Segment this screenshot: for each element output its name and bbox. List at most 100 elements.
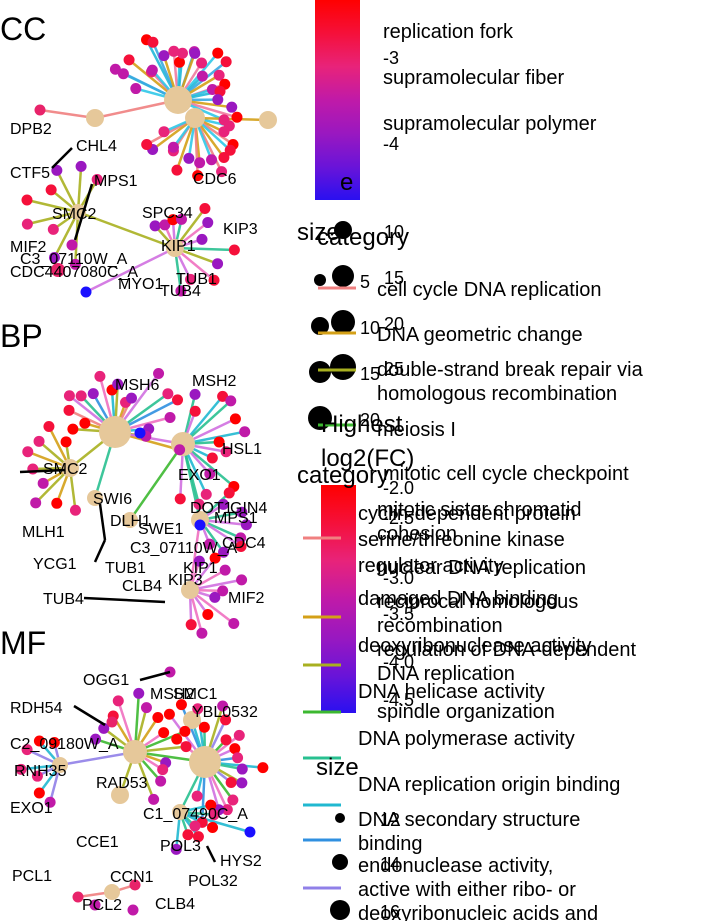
cc-gene-node	[146, 64, 158, 76]
bp-color-tick: -3.0	[383, 568, 414, 588]
gene-label: KIP1	[183, 560, 218, 577]
mf-gene-node	[170, 843, 182, 855]
mf-gene-node	[191, 790, 203, 802]
cc-category-node	[259, 111, 277, 129]
bp-gene-node	[51, 497, 63, 509]
bp-gene-node	[63, 390, 75, 402]
gene-label: C3_07110W_A	[20, 251, 128, 268]
bp-category-node	[61, 459, 79, 477]
bp-gene-node	[220, 446, 232, 458]
cc-gene-node	[192, 170, 204, 182]
mf-category-label: cyclin-dependent protein	[358, 503, 576, 525]
bp-color-tick: -2.5	[383, 508, 414, 528]
bp-gene-node	[213, 436, 225, 448]
mf-gene-node	[189, 820, 201, 832]
bp-color-tick: -2.0	[383, 478, 414, 498]
mf-category-label: regulator activity	[358, 555, 504, 577]
mf-category-label: DNA secondary structure	[358, 809, 580, 831]
gene-label: CHL4	[76, 138, 117, 155]
bp-category-label: cohesion	[377, 523, 457, 545]
mf-category-node	[123, 740, 147, 764]
cc-gene-node	[206, 154, 218, 166]
bp-gene-node	[63, 404, 75, 416]
cc-gene-node	[218, 126, 230, 138]
cc-gene-node	[130, 83, 142, 95]
bp-gene-node	[134, 427, 146, 439]
mf-gene-node	[15, 763, 27, 775]
cc-gene-node	[158, 126, 170, 138]
bp-color-tick: -4.0	[383, 652, 414, 672]
bp-gene-node	[69, 504, 81, 516]
bp-gene-node	[236, 506, 248, 518]
mf-category-label: DNA replication origin binding	[358, 774, 620, 796]
gene-label: RAD53	[96, 775, 148, 792]
gene-label: CCN1	[110, 869, 154, 886]
bp-gene-node	[196, 627, 208, 639]
bp-category-title: category	[297, 462, 389, 489]
bp-edge	[188, 519, 202, 591]
size-legend-value: 25	[384, 359, 404, 379]
bp-category-label: mitotic cell cycle checkpoint	[383, 463, 629, 485]
cc-gene-node	[176, 47, 188, 59]
mf-category-label: DNA polymerase activity	[358, 728, 575, 750]
cc-gene-node	[47, 223, 59, 235]
mf-gene-node	[198, 721, 210, 733]
panel-title-bp: BP	[0, 318, 43, 354]
cc-gene-node	[149, 220, 161, 232]
cc-color-tick: -4	[383, 134, 399, 154]
mf-edge	[179, 810, 251, 834]
bp-category-label: mitotic sister chromatid	[377, 499, 582, 521]
cc-category-node	[166, 239, 184, 257]
gene-label: DPB2	[10, 121, 52, 138]
mf-gene-node	[221, 804, 233, 816]
gene-label: EXO1	[178, 467, 221, 484]
gene-label: TUB1	[176, 271, 217, 288]
bp-category-node	[99, 416, 131, 448]
cc-gene-node	[48, 252, 60, 264]
network-nodes	[15, 34, 277, 916]
gene-label: SWI6	[93, 491, 132, 508]
mf-gene-node	[192, 703, 204, 715]
mf-gene-node	[33, 787, 45, 799]
cc-gene-node	[224, 144, 236, 156]
mf-gene-node	[179, 725, 191, 737]
cc-edge	[94, 98, 179, 120]
gene-labels: DPB2 CHL4 CTF5 MPS1 CDC6 SMC2 SPC34 KIP3 MIF2 KIP…	[10, 121, 267, 914]
mf-size-dot	[330, 900, 350, 920]
mf-gene-node	[155, 775, 167, 787]
mf-gene-node	[180, 741, 192, 753]
cc-gene-node	[34, 104, 46, 116]
cc-gene-node	[91, 173, 103, 185]
bp-gene-node	[204, 468, 216, 480]
gene-label: C1_07490C_A	[143, 806, 248, 823]
bp-gene-node	[75, 390, 87, 402]
gene-label: SWE1	[138, 521, 183, 538]
gene-label: CLB4	[122, 578, 162, 595]
bp-gene-node	[33, 435, 45, 447]
size-legend-dot	[314, 274, 326, 286]
cc-gene-node	[189, 47, 201, 59]
bp-gene-node	[79, 417, 91, 429]
gene-label: TUB1	[105, 560, 146, 577]
bp-gene-node	[27, 463, 39, 475]
bp-category-label: reciprocal homologous	[377, 591, 578, 613]
size-legend-value: 10	[384, 222, 404, 242]
mf-gene-node	[182, 829, 194, 841]
panel-title-mf: MF	[0, 625, 46, 661]
mf-gene-node	[163, 708, 175, 720]
mf-gene-node	[90, 733, 102, 745]
cc-category-label: replication fork	[383, 21, 514, 43]
gene-label: RNH35	[14, 763, 67, 780]
mf-gene-node	[244, 826, 256, 838]
bp-gene-node	[94, 370, 106, 382]
mf-gene-node	[257, 762, 269, 774]
mf-gene-node	[227, 794, 239, 806]
mf-gene-node	[89, 899, 101, 911]
cc-gene-node	[199, 202, 211, 214]
bp-gene-node	[67, 423, 79, 435]
cc-gene-node	[159, 219, 171, 231]
mf-gene-node	[44, 796, 56, 808]
bp-gene-node	[223, 487, 235, 499]
cc-gene-node	[228, 244, 240, 256]
